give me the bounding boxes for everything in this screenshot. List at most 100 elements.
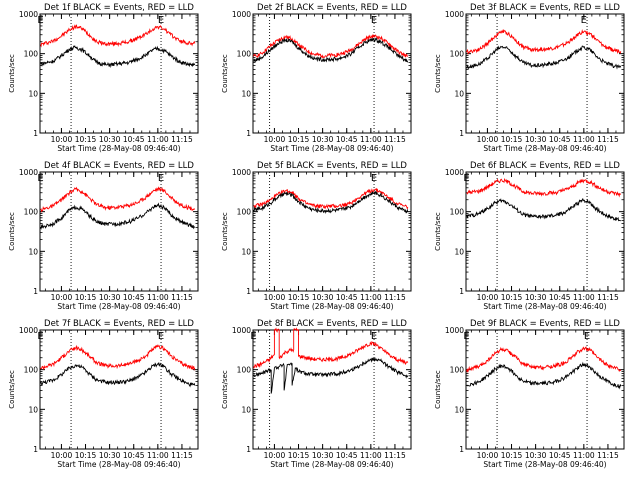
x-tick-label: 11:15 (171, 135, 193, 144)
x-tick-label: 10:00 (264, 135, 286, 144)
plot-frame (39, 329, 199, 450)
x-tick-label: 11:00 (360, 293, 382, 302)
x-tick-label: 10:15 (75, 135, 97, 144)
x-tick-label: 11:15 (384, 451, 406, 460)
x-tick-label: 11:15 (597, 293, 619, 302)
series-line-lld (253, 34, 409, 59)
x-axis-label: Start Time (28-May-08 09:46:40) (57, 144, 180, 153)
x-tick-label: 10:30 (99, 135, 121, 144)
y-tick-label: 100 (450, 208, 465, 217)
chart-panel: Det 7f BLACK = Events, RED = LLD 1 10 100 10… (8, 319, 199, 469)
event-marker-label: E (158, 331, 164, 342)
y-tick-label: 100 (450, 50, 465, 59)
y-tick-label: 1 (246, 287, 251, 296)
x-tick-label: 11:15 (597, 135, 619, 144)
chart-title: Det 1f BLACK = Events, RED = LLD (44, 3, 194, 13)
x-tick-label: 10:00 (51, 293, 73, 302)
x-tick-label: 10:15 (288, 451, 310, 460)
event-marker-label: E (250, 331, 256, 342)
x-tick-label: 10:45 (336, 451, 358, 460)
chart-panel: Det 4f BLACK = Events, RED = LLD 1 10 100 10… (8, 161, 199, 311)
chart-title: Det 2f BLACK = Events, RED = LLD (257, 3, 407, 13)
x-tick-label: 10:45 (549, 451, 571, 460)
event-marker-label: E (158, 15, 164, 26)
x-tick-label: 11:00 (573, 293, 595, 302)
y-tick-label: 1 (459, 445, 464, 454)
x-tick-label: 11:00 (147, 293, 169, 302)
x-tick-label: 11:00 (573, 451, 595, 460)
y-tick-label: 1 (33, 445, 38, 454)
plot-frame (39, 171, 199, 292)
x-tick-label: 10:00 (264, 293, 286, 302)
x-tick-label: 11:15 (384, 293, 406, 302)
y-tick-label: 10 (241, 89, 251, 98)
x-axis-label: Start Time (28-May-08 09:46:40) (270, 144, 393, 153)
x-tick-label: 10:30 (525, 451, 547, 460)
plot-frame (252, 329, 412, 450)
x-tick-label: 11:00 (360, 135, 382, 144)
chart-panel: Det 9f BLACK = Events, RED = LLD 1 10 100 10… (434, 319, 625, 469)
x-tick-label: 10:30 (312, 135, 334, 144)
series-line-lld (466, 28, 622, 55)
x-tick-label: 10:15 (501, 293, 523, 302)
series-line-events (40, 202, 196, 230)
x-tick-label: 11:15 (171, 293, 193, 302)
event-marker-label: E (581, 15, 587, 26)
y-tick-label: 100 (237, 208, 252, 217)
x-tick-label: 11:00 (147, 451, 169, 460)
y-tick-label: 100 (237, 50, 252, 59)
y-axis-label: Counts/sec (434, 54, 442, 93)
x-axis-label: Start Time (28-May-08 09:46:40) (270, 302, 393, 311)
y-tick-label: 10 (454, 405, 464, 414)
y-tick-label: 1 (33, 287, 38, 296)
plot-frame (465, 171, 625, 292)
chart-panel: Det 2f BLACK = Events, RED = LLD 1 10 100 10… (221, 3, 412, 153)
series-line-events (253, 356, 409, 394)
y-tick-label: 1000 (445, 326, 464, 335)
y-tick-label: 1000 (232, 168, 251, 177)
x-tick-label: 10:00 (51, 451, 73, 460)
x-tick-label: 10:30 (99, 293, 121, 302)
event-marker-label: E (371, 173, 377, 184)
x-tick-label: 11:00 (573, 135, 595, 144)
x-axis-label: Start Time (28-May-08 09:46:40) (483, 460, 606, 469)
event-marker-label: E (37, 15, 43, 26)
y-axis-label: Counts/sec (8, 370, 16, 409)
event-marker-label: E (371, 331, 377, 342)
x-axis-label: Start Time (28-May-08 09:46:40) (57, 460, 180, 469)
chart-panel: Det 1f BLACK = Events, RED = LLD 1 10 100 10… (8, 3, 199, 153)
series-line-lld (466, 346, 622, 374)
x-tick-label: 10:15 (75, 451, 97, 460)
x-tick-label: 10:15 (75, 293, 97, 302)
y-tick-label: 1000 (232, 10, 251, 19)
x-axis-label: Start Time (28-May-08 09:46:40) (483, 302, 606, 311)
plot-frame (252, 171, 412, 292)
y-tick-label: 100 (24, 50, 39, 59)
x-tick-label: 11:15 (597, 451, 619, 460)
x-tick-label: 10:00 (51, 135, 73, 144)
y-tick-label: 1000 (19, 10, 38, 19)
y-axis-label: Counts/sec (221, 212, 229, 251)
series-line-lld (466, 178, 622, 198)
series-line-lld (40, 186, 196, 213)
plot-frame (252, 13, 412, 134)
chart-panel: Det 3f BLACK = Events, RED = LLD 1 10 100 10… (434, 3, 625, 153)
series-line-events (466, 197, 621, 222)
chart-title: Det 3f BLACK = Events, RED = LLD (470, 3, 620, 13)
y-tick-label: 100 (24, 208, 39, 217)
series-line-lld (253, 187, 409, 211)
y-tick-label: 1 (459, 129, 464, 138)
y-tick-label: 1000 (445, 10, 464, 19)
y-tick-label: 100 (450, 366, 465, 375)
y-tick-label: 1 (459, 287, 464, 296)
x-tick-label: 10:00 (477, 293, 499, 302)
y-tick-label: 1000 (232, 326, 251, 335)
chart-title: Det 7f BLACK = Events, RED = LLD (44, 319, 194, 329)
plot-frame (465, 329, 625, 450)
x-tick-label: 10:30 (525, 293, 547, 302)
x-tick-label: 10:15 (288, 135, 310, 144)
plot-frame (39, 13, 199, 134)
x-tick-label: 10:30 (312, 451, 334, 460)
y-tick-label: 10 (241, 405, 251, 414)
y-axis-label: Counts/sec (434, 370, 442, 409)
